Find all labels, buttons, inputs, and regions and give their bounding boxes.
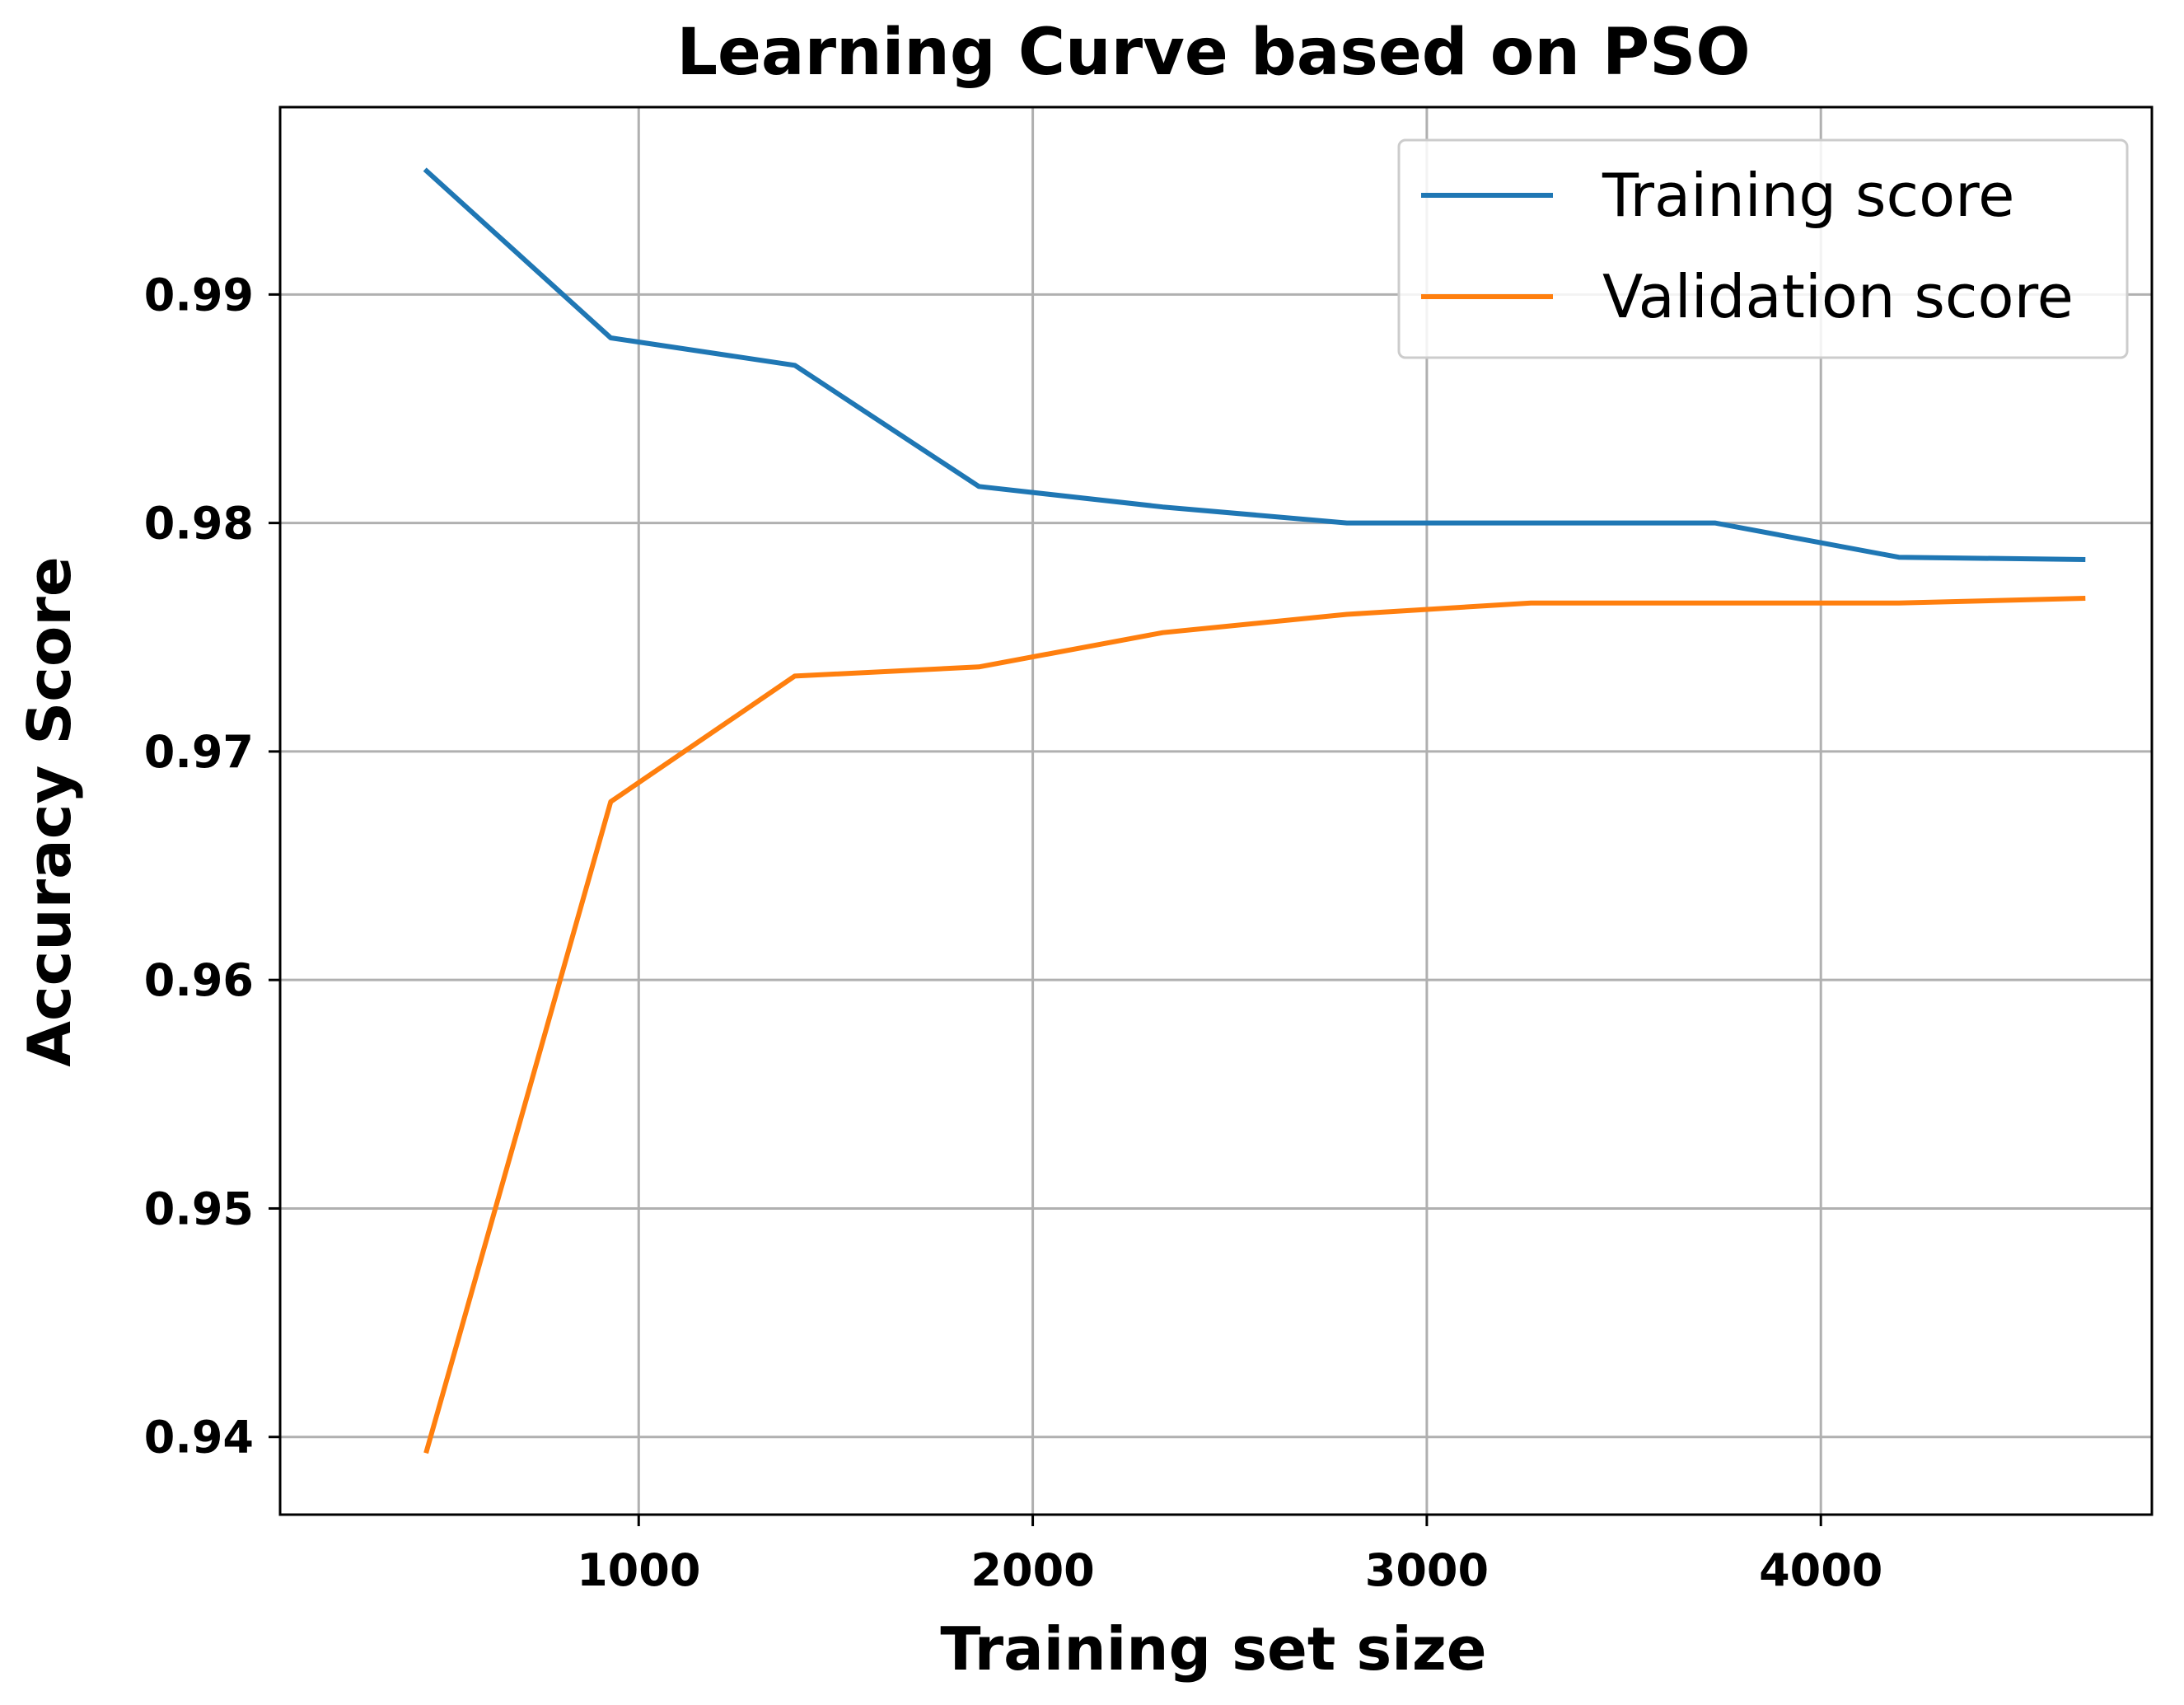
y-tick-label: 0.95 [144, 1183, 254, 1234]
series-line-training [423, 167, 2086, 563]
y-tick-label: 0.98 [144, 498, 254, 550]
x-tick-label: 4000 [1759, 1544, 1882, 1596]
y-tick-label: 0.99 [144, 269, 254, 321]
x-tick-label: 2000 [970, 1544, 1094, 1596]
x-tick-label: 1000 [577, 1544, 700, 1596]
plot-frame [278, 105, 2154, 1516]
y-tick-label: 0.94 [144, 1412, 254, 1464]
series-line-validation [423, 596, 2086, 1454]
legend: Training score Validation score [1397, 138, 2129, 359]
legend-label-validation: Validation score [1602, 262, 2074, 331]
y-tick-label: 0.97 [144, 726, 254, 778]
chart-title: Learning Curve based on PSO [676, 16, 1750, 90]
legend-box [1397, 138, 2129, 359]
series-lines [423, 167, 2086, 1454]
x-axis-label: Training set size [940, 1614, 1486, 1684]
legend-label-training: Training score [1602, 161, 2014, 230]
x-tick-label: 3000 [1365, 1544, 1489, 1596]
axis-ticks: 1000 2000 3000 4000 0.94 0.95 0.96 0.97 0.98 0.99 [144, 269, 1883, 1596]
y-tick-label: 0.96 [144, 954, 254, 1006]
y-axis-label: Accuracy Score [15, 556, 84, 1066]
